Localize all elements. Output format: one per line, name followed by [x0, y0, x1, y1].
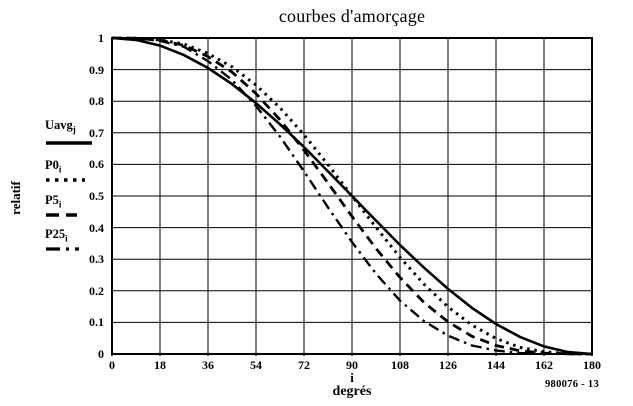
y-tick-label: 0 — [98, 347, 104, 361]
x-tick-label: 162 — [535, 358, 553, 372]
plot-area — [111, 36, 593, 356]
y-tick-label: 0.3 — [89, 252, 104, 267]
legend-label-text: Uavg — [45, 118, 73, 132]
y-tick-label: 0.7 — [89, 125, 104, 140]
axis-tick-marks — [111, 354, 593, 356]
y-tick-label: 0.2 — [89, 283, 104, 298]
y-tick-label: 1 — [98, 31, 104, 45]
x-tick-label: 90 — [346, 358, 358, 372]
x-tick-label: 126 — [439, 358, 457, 372]
legend-label-p5: P5i — [45, 193, 62, 210]
legend-label-subscript: i — [58, 199, 62, 210]
x-tick-label: 54 — [250, 358, 262, 372]
chart-title: courbes d'amorçage — [278, 6, 426, 26]
x-tick-label: 18 — [154, 358, 166, 372]
legend-item-uavg: Uavgj — [45, 116, 105, 145]
legend-label-subscript: i — [65, 233, 68, 244]
y-tick-label: 0.6 — [89, 157, 104, 172]
y-tick-label: 0.8 — [89, 94, 104, 109]
legend-line-dotted — [46, 178, 85, 182]
legend-label-text: P25 — [45, 227, 66, 241]
legend-item-p25: P25i — [45, 225, 105, 251]
legend-line-solid — [46, 141, 92, 145]
x-tick-label: 180 — [583, 358, 601, 372]
legend-label-p0: P0i — [45, 158, 62, 175]
y-tick-label: 0.9 — [89, 62, 104, 77]
legend-label-subscript: j — [72, 124, 76, 135]
legend-label-text: P5 — [45, 193, 59, 207]
curves — [111, 36, 593, 356]
legend-item-p5: P5i — [45, 191, 105, 217]
legend-line-dashdot — [46, 247, 79, 251]
legend-item-p0: P0i — [45, 156, 105, 182]
curve-p0 — [111, 36, 593, 356]
x-axis-unit: degrés — [332, 384, 372, 399]
figure-reference: 980076 - 13 — [544, 379, 600, 390]
curve-p25 — [111, 36, 592, 356]
x-tick-label: 72 — [298, 358, 310, 372]
x-tick-label: 108 — [391, 358, 409, 372]
y-tick-label: 0.4 — [89, 220, 104, 235]
y-tick-label: 0.1 — [89, 315, 104, 330]
x-tick-label: 0 — [109, 358, 115, 372]
legend-line-dashed — [46, 213, 77, 217]
grid-lines — [112, 38, 592, 354]
y-axis-label: relatif — [8, 181, 23, 215]
x-tick-label: 144 — [487, 358, 505, 372]
y-tick-label: 0.5 — [89, 189, 104, 203]
x-tick-label: 36 — [202, 358, 214, 372]
legend-label-p25: P25i — [45, 227, 68, 244]
legend-label-uavg: Uavgj — [45, 118, 76, 135]
curve-p5 — [111, 36, 593, 356]
curve-uavg — [111, 36, 593, 356]
legend-label-text: P0 — [45, 158, 59, 172]
legend-label-subscript: i — [58, 164, 62, 175]
x-axis-variable: i — [350, 370, 354, 385]
